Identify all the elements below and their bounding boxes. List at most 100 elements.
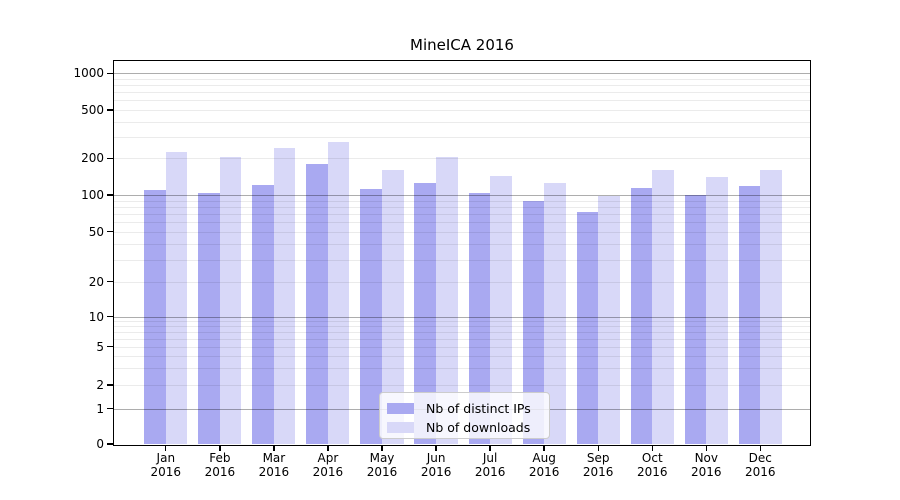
gridline-major [114,195,810,196]
gridline-minor [114,85,810,87]
x-tick-year: 2016 [528,464,560,479]
y-tick-label: 200 [81,151,104,166]
x-tick-mark [273,444,275,451]
legend: Nb of distinct IPs Nb of downloads [379,392,550,439]
x-tick-mark [327,444,329,451]
bar-downloads [219,157,242,444]
gridline-major [114,316,810,318]
x-tick-month: Aug [532,451,556,465]
x-tick-year: 2016 [474,464,506,479]
x-tick-label: Oct 2016 [624,451,680,479]
y-tick-label: 5 [96,339,104,354]
y-tick-label: 1 [96,401,104,416]
bar-distinct-ips [252,184,274,444]
x-tick-label: Mar 2016 [246,451,302,479]
x-tick-label: Sep 2016 [570,451,626,479]
x-tick-month: Jul [482,451,498,465]
bar-distinct-ips [360,188,382,444]
y-tick-label: 20 [88,274,104,289]
y-tick-mark [107,231,113,233]
y-tick-label: 0 [96,437,104,451]
bar-downloads [706,177,728,444]
gridline-minor [114,385,810,386]
x-tick-mark [705,444,707,451]
x-tick-mark [597,444,599,451]
gridline-minor [114,231,810,233]
gridline-minor [114,206,810,208]
x-tick-month: Jun [426,451,446,465]
gridline-minor [114,332,810,334]
x-tick-month: Dec [748,451,772,465]
y-tick-mark [107,281,113,283]
y-tick-mark [107,72,113,74]
gridline-minor [114,338,810,340]
legend-item-distinct-ips: Nb of distinct IPs [387,399,541,418]
y-tick-mark [107,316,113,318]
x-tick-mark [435,444,437,451]
x-tick-month: Apr [317,451,339,465]
x-tick-mark [543,444,545,451]
x-tick-month: May [369,451,395,465]
y-tick-mark [107,109,113,111]
bar-distinct-ips [144,190,166,444]
gridline-minor [114,100,810,102]
bar-distinct-ips [198,192,220,444]
legend-swatch-distinct-ips-icon [387,403,414,414]
gridline-minor [114,158,810,160]
x-tick-label: Jul 2016 [462,451,518,479]
gridline-major [114,73,810,75]
bar-distinct-ips [576,211,599,444]
x-tick-month: Mar [262,451,286,465]
y-tick-mark [107,407,113,410]
x-tick-year: 2016 [637,464,668,479]
bar-downloads [598,196,620,444]
bar-downloads [165,152,188,444]
x-tick-mark [759,444,761,451]
y-tick-label: 2 [96,378,104,392]
gridline-minor [114,321,810,323]
bar-downloads [436,157,458,444]
bar-distinct-ips [522,200,545,444]
legend-swatch-downloads-icon [387,422,414,433]
gridline-minor [114,222,810,223]
x-tick-year: 2016 [691,464,722,479]
x-tick-label: Aug 2016 [516,451,572,479]
y-tick-mark [107,346,113,348]
bar-downloads [760,169,782,444]
gridline-minor [114,110,810,111]
bar-downloads [544,183,566,444]
gridline-minor [114,346,810,348]
x-tick-month: Nov [694,451,718,465]
x-tick-month: Sep [586,451,610,465]
x-tick-mark [165,444,167,451]
bar-distinct-ips [306,164,328,444]
gridline-minor [114,121,810,123]
gridline-minor [114,78,810,80]
x-tick-label: Nov 2016 [678,451,734,479]
gridline-minor [114,326,810,328]
gridline-minor [114,92,810,94]
gridline-minor [114,356,810,357]
x-tick-year: 2016 [420,464,452,479]
gridline-minor [114,213,810,215]
gridline-minor [114,200,810,202]
x-tick-year: 2016 [745,464,776,479]
gridline-minor [114,136,810,138]
x-tick-label: Jan 2016 [138,451,194,479]
y-tick-mark [107,443,113,445]
x-tick-year: 2016 [204,464,236,479]
x-tick-month: Oct [641,451,663,465]
x-tick-label: Feb 2016 [192,451,248,479]
y-tick-mark [107,194,113,196]
chart-title: MineICA 2016 [410,36,514,54]
gridline-minor [114,368,810,370]
y-tick-label: 500 [81,103,104,117]
x-tick-year: 2016 [150,464,182,479]
y-tick-label: 1000 [73,66,104,81]
bar-distinct-ips [468,193,491,444]
y-tick-label: 10 [88,309,104,324]
x-tick-label: Apr 2016 [300,451,356,479]
x-tick-year: 2016 [312,464,344,479]
y-tick-label: 50 [88,224,104,239]
y-tick-mark [107,157,113,159]
